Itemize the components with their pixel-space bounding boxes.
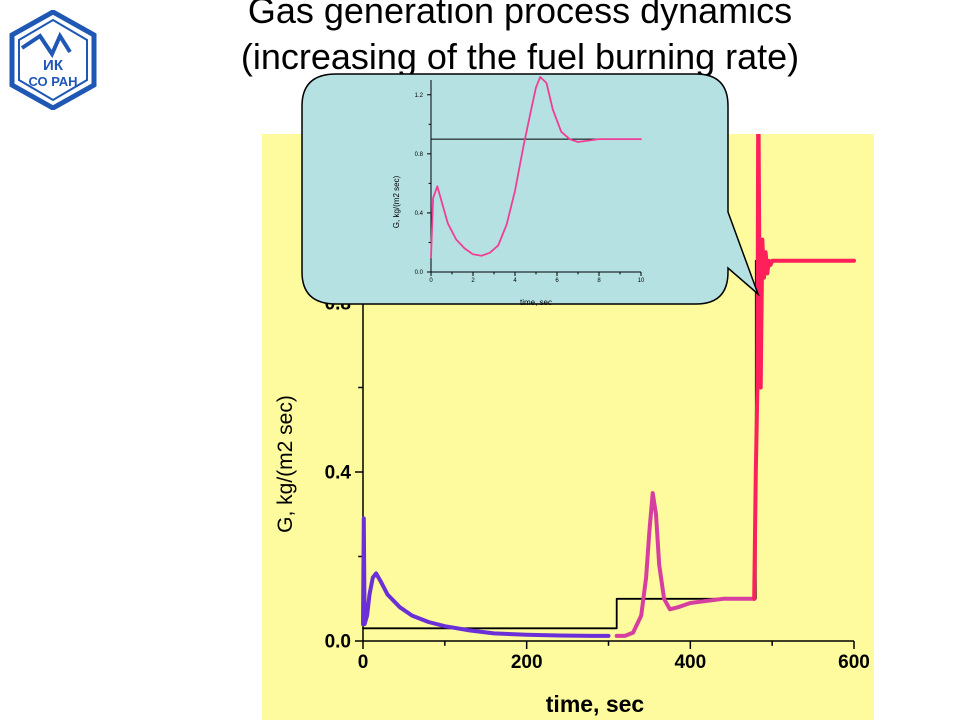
inset-callout-bubble (301, 73, 760, 305)
logo-hexagon-outer (9, 10, 97, 110)
slide-title-line-1: Gas generation process dynamics (247, 0, 793, 31)
logo-zigzag-icon (20, 31, 72, 59)
inset-y-axis-label: G, kg/(m2 sec) (392, 175, 401, 228)
slide-title: Gas generation process dynamics (increas… (160, 0, 880, 80)
logo-text-bottom: СО РАН (28, 74, 77, 89)
main-x-tick-label: 600 (838, 652, 870, 673)
main-x-tick-label: 0 (358, 652, 369, 673)
main-series-1-line (361, 516, 611, 638)
inset-y-tick-label: 1.2 (415, 93, 424, 99)
inset-y-tick-label: 0.4 (415, 211, 424, 217)
inset-chart-series (430, 76, 642, 259)
inset-callout: 0 2 4 6 8 10 0.0 0.4 0.8 1.2 time, sec G, kg/(m2 … (301, 73, 760, 307)
inset-x-tick-label: 10 (638, 278, 645, 284)
inset-x-tick-label: 0 (429, 278, 433, 284)
main-y-tick-label: 0.0 (325, 632, 351, 653)
inset-x-tick-label: 8 (597, 278, 601, 284)
inset-y-tick-label: 0.0 (415, 270, 424, 276)
inset-series-1-line (430, 76, 642, 259)
slide-title-line-2: (increasing of the fuel burning rate) (240, 36, 800, 77)
institute-logo: ИК СО РАН (9, 10, 97, 110)
inset-x-tick-label: 4 (513, 278, 517, 284)
main-y-tick-label: 0.4 (325, 463, 352, 484)
inset-x-tick-label: 2 (471, 278, 475, 284)
main-x-axis-label: time, sec (546, 691, 645, 717)
main-chart-series (361, 134, 856, 638)
main-series-2-line (614, 491, 757, 638)
main-series-3-line (752, 134, 856, 601)
inset-y-tick-label: 0.8 (415, 152, 424, 158)
main-x-tick-label: 200 (511, 652, 543, 673)
main-x-tick-label: 400 (674, 652, 706, 673)
inset-x-tick-label: 6 (555, 278, 559, 284)
logo-text-top: ИК (43, 57, 64, 74)
inset-x-axis-label: time, sec (520, 298, 552, 307)
main-y-axis-label: G, kg/(m2 sec) (274, 395, 297, 533)
logo-hexagon-inner (18, 18, 88, 102)
